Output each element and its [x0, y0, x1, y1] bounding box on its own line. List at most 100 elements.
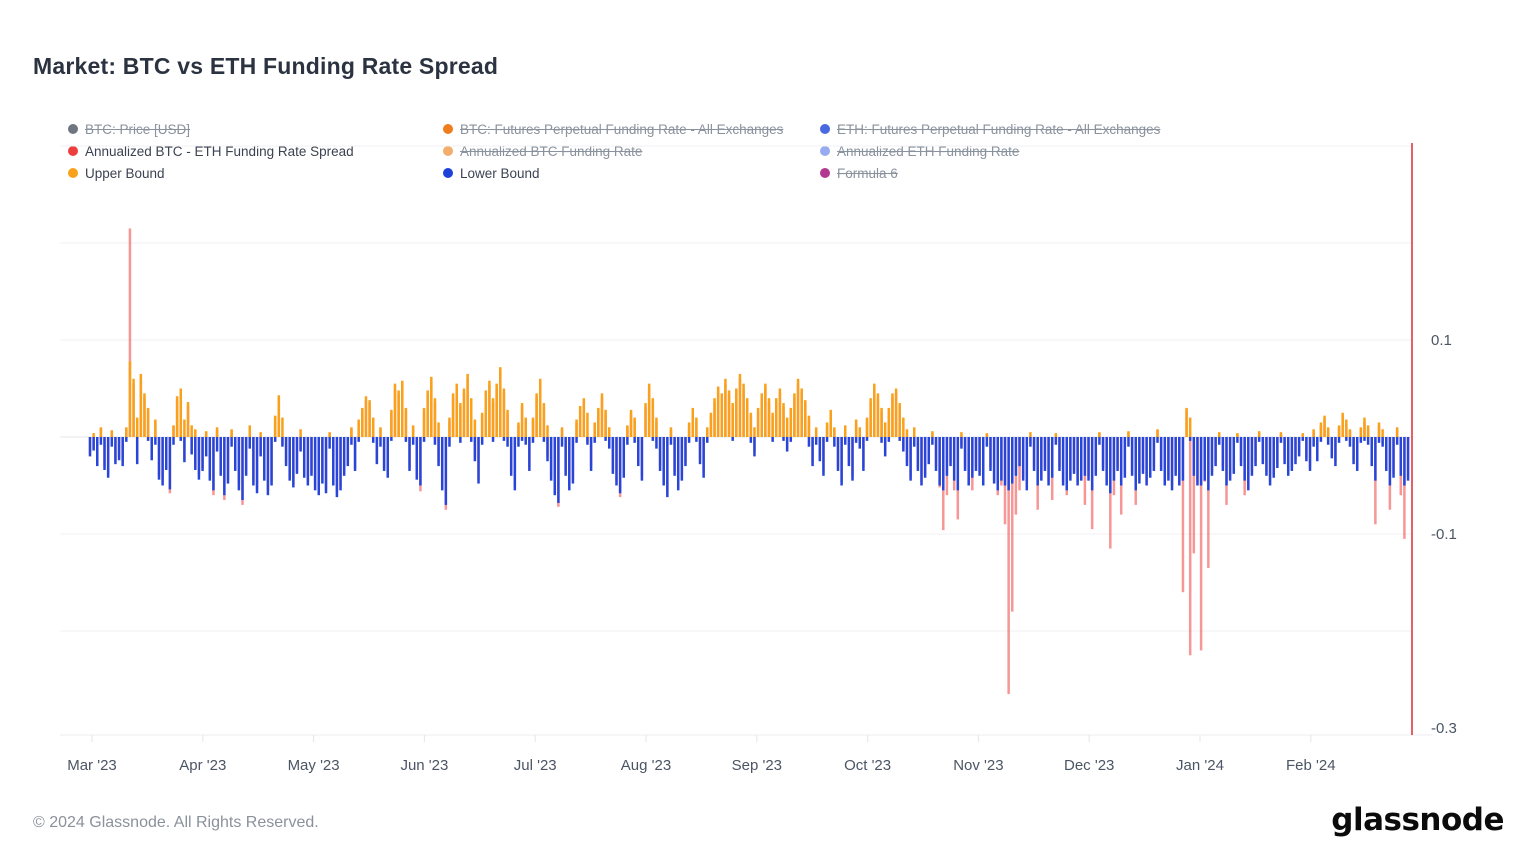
- legend-item-eth-futures-perpetual-funding-rate-all-exchanges[interactable]: ETH: Futures Perpetual Funding Rate - Al…: [820, 118, 1160, 140]
- chart-bar: [1188, 437, 1192, 441]
- chart-bar: [1050, 437, 1054, 478]
- chart-bar: [230, 429, 233, 437]
- chart-bar: [1036, 437, 1039, 486]
- copyright-text: © 2024 Glassnode. All Rights Reserved.: [33, 814, 319, 831]
- chart-bar: [600, 393, 604, 437]
- chart-bar: [390, 409, 393, 437]
- chart-bar: [898, 437, 901, 441]
- legend-item-annualized-btc-funding-rate[interactable]: Annualized BTC Funding Rate: [443, 140, 783, 162]
- chart-bar: [215, 427, 219, 437]
- chart-bar: [1217, 432, 1221, 437]
- chart-bar: [1105, 437, 1108, 486]
- chart-bar: [920, 437, 923, 486]
- chart-bar: [350, 437, 353, 445]
- chart-bar: [604, 437, 607, 441]
- chart-bar: [1174, 437, 1177, 476]
- chart-bar: [230, 437, 233, 447]
- chart-bar: [858, 437, 862, 449]
- legend-dot-icon: [820, 124, 830, 134]
- legend-item-annualized-btc-eth-funding-rate-spread[interactable]: Annualized BTC - ETH Funding Rate Spread: [68, 140, 354, 162]
- chart-bar: [361, 407, 364, 437]
- chart-bar: [727, 390, 731, 437]
- chart-bar: [971, 437, 974, 478]
- chart-bar: [513, 437, 517, 491]
- chart-bar: [847, 437, 851, 467]
- chart-bar: [967, 437, 970, 486]
- legend-item-formula-6[interactable]: Formula 6: [820, 162, 1160, 184]
- legend-item-lower-bound[interactable]: Lower Bound: [443, 162, 783, 184]
- legend-item-annualized-eth-funding-rate[interactable]: Annualized ETH Funding Rate: [820, 140, 1160, 162]
- chart-bar: [557, 437, 560, 503]
- x-axis-label: Oct '23: [844, 757, 891, 774]
- chart-bar: [702, 437, 705, 478]
- chart-bar: [1247, 437, 1250, 491]
- chart-bar: [724, 378, 727, 437]
- chart-bar: [146, 437, 150, 441]
- chart-bar: [1025, 437, 1029, 491]
- chart-bar: [172, 425, 175, 437]
- chart-bar: [1399, 437, 1403, 476]
- legend-item-btc-futures-perpetual-funding-rate-all-exchanges[interactable]: BTC: Futures Perpetual Funding Rate - Al…: [443, 118, 783, 140]
- chart-bar: [437, 422, 440, 437]
- chart-bar: [350, 427, 353, 437]
- chart-bar: [401, 380, 404, 437]
- chart-bar: [332, 437, 335, 486]
- chart-bar: [1192, 437, 1196, 554]
- chart-bar: [615, 437, 618, 486]
- chart-bar: [419, 437, 422, 486]
- chart-bar: [1305, 437, 1308, 462]
- chart-bar: [375, 437, 379, 465]
- chart-bar: [578, 405, 582, 437]
- legend-item-label: BTC: Price [USD]: [85, 121, 191, 137]
- chart-bar: [1112, 437, 1116, 481]
- chart-bar: [233, 437, 237, 471]
- chart-bar: [106, 437, 110, 478]
- chart-bar: [1326, 427, 1330, 437]
- chart-bar: [912, 437, 916, 447]
- chart-bar: [1239, 437, 1243, 467]
- legend-dot-icon: [68, 168, 78, 178]
- chart-bar: [804, 400, 807, 437]
- chart-bar: [317, 437, 320, 496]
- chart-bar: [713, 398, 716, 437]
- chart-bar: [295, 437, 299, 474]
- chart-bar: [1098, 437, 1101, 445]
- chart-bar: [288, 437, 291, 481]
- chart-bar: [1185, 407, 1188, 437]
- chart-bar: [1297, 437, 1301, 457]
- legend-item-upper-bound[interactable]: Upper Bound: [68, 162, 354, 184]
- chart-bar: [1385, 437, 1388, 471]
- chart-bar: [357, 419, 360, 437]
- chart-bar: [1265, 437, 1268, 476]
- chart-bar: [259, 437, 262, 457]
- chart-bar: [430, 376, 433, 437]
- chart-bar: [495, 383, 498, 437]
- chart-bar: [99, 427, 103, 437]
- chart-bar: [1254, 437, 1257, 467]
- chart-bar: [1337, 437, 1341, 443]
- chart-bar: [978, 437, 981, 476]
- chart-bar: [844, 437, 847, 445]
- chart-bar: [1032, 437, 1036, 471]
- chart-bar: [706, 437, 709, 443]
- chart-bar: [887, 407, 891, 437]
- chart-bar: [720, 393, 724, 437]
- chart-bar: [484, 390, 488, 437]
- chart-bar: [644, 403, 647, 437]
- legend-item-btc-price-usd[interactable]: BTC: Price [USD]: [68, 118, 354, 140]
- chart-bar: [448, 417, 451, 437]
- chart-bar: [451, 393, 455, 437]
- chart-bar: [379, 427, 382, 437]
- chart-bar: [854, 419, 858, 437]
- chart-bar: [1178, 437, 1181, 486]
- chart-bar: [637, 437, 640, 467]
- chart-bar: [121, 437, 124, 467]
- chart-bar: [1232, 437, 1236, 474]
- chart-bar: [793, 393, 796, 437]
- chart-bar: [96, 437, 99, 467]
- chart-bar: [735, 388, 738, 437]
- chart-bar: [1058, 437, 1061, 471]
- legend-column-2: BTC: Futures Perpetual Funding Rate - Al…: [443, 118, 783, 184]
- chart-bar: [575, 419, 578, 437]
